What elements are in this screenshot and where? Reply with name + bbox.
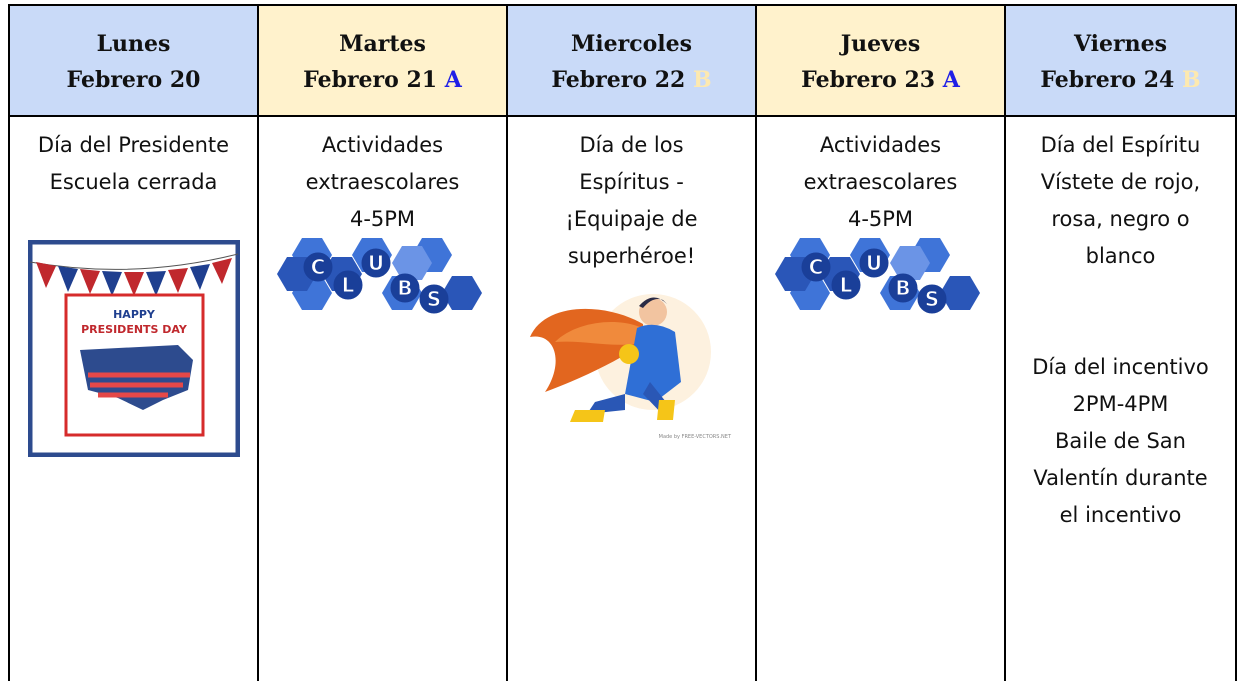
paragraph: Día del incentivo 2PM-4PM Baile de San Vale… (1006, 349, 1235, 534)
text-line: Día de los (579, 133, 684, 157)
day-name: Lunes (96, 31, 171, 57)
presidents-day-image: HAPPY PRESIDENTS DAY (28, 240, 240, 457)
text-line: Día del Espíritu (1040, 133, 1201, 157)
text-line: 4-5PM (847, 207, 914, 231)
image-letter: B (397, 276, 412, 300)
text-line: superhéroe! (567, 244, 696, 268)
text-line: Día del Presidente (37, 133, 230, 157)
paragraph: Actividades extraescolares 4-5PM (757, 127, 1004, 238)
text-line: extraescolares (305, 170, 460, 194)
image-letter: S (925, 287, 939, 311)
image-letter: U (866, 251, 882, 275)
image-letter: C (311, 255, 326, 279)
text-line: Escuela cerrada (49, 170, 218, 194)
date: Febrero 23 (801, 67, 936, 93)
day-header: Martes Febrero 21 A (259, 4, 506, 117)
day-name: Viernes (1073, 31, 1167, 57)
text-line: rosa, negro o (1051, 207, 1190, 231)
paragraph: Día del Espíritu Vístete de rojo, rosa, ne… (1006, 127, 1235, 275)
text-line: Valentín durante (1033, 466, 1208, 490)
date: Febrero 21 (303, 67, 438, 93)
day-name: Miercoles (570, 31, 693, 57)
day-letter: A (444, 67, 462, 93)
text-line: Vístete de rojo, (1040, 170, 1201, 194)
text-line: blanco (1085, 244, 1156, 268)
day-column: Jueves Febrero 23 A Actividades extraescola… (755, 4, 1004, 681)
image-caption: HAPPY (113, 308, 156, 321)
day-body: Día de los Espíritus - ¡Equipaje de superhé… (508, 117, 755, 275)
text-line: 2PM-4PM (1072, 392, 1169, 416)
text-line: Espíritus - (579, 170, 684, 194)
text-line: Día del incentivo (1032, 355, 1209, 379)
day-header: Viernes Febrero 24 B (1006, 4, 1235, 117)
clubs-image: C L U B S (277, 238, 482, 314)
image-letter: B (895, 276, 910, 300)
day-header: Miercoles Febrero 22 B (508, 4, 755, 117)
day-letter: B (1182, 67, 1201, 93)
day-body: Día del Espíritu Vístete de rojo, rosa, ne… (1006, 117, 1235, 534)
image-credit: Made by FREE-VECTORS.NET (659, 434, 732, 440)
image-letter: L (840, 273, 853, 297)
day-column: Viernes Febrero 24 B Día del Espíritu Víste… (1004, 4, 1237, 681)
date: Febrero 24 (1040, 67, 1175, 93)
superhero-image: Made by FREE-VECTORS.NET (530, 294, 732, 440)
day-column: Miercoles Febrero 22 B Día de los Espíritus… (506, 4, 755, 681)
date: Febrero 20 (66, 67, 201, 93)
text-line: 4-5PM (349, 207, 416, 231)
text-line: ¡Equipaje de (565, 207, 698, 231)
day-name: Jueves (840, 31, 921, 57)
day-letter: A (942, 67, 960, 93)
text-line: extraescolares (803, 170, 958, 194)
image-letter: U (368, 251, 384, 275)
day-column: Lunes Febrero 20 Día del Presidente Escuela… (8, 4, 257, 681)
clubs-image: C L U B S (775, 238, 980, 314)
day-body: Actividades extraescolares 4-5PM (757, 117, 1004, 238)
day-letter: B (693, 67, 712, 93)
day-header: Jueves Febrero 23 A (757, 4, 1004, 117)
text-line: el incentivo (1059, 503, 1182, 527)
text-line: Actividades (819, 133, 942, 157)
date-line: Febrero 22 B (508, 62, 755, 98)
day-header: Lunes Febrero 20 (10, 4, 257, 117)
text-line: Actividades (321, 133, 444, 157)
day-body: Día del Presidente Escuela cerrada (10, 117, 257, 201)
image-letter: L (342, 273, 355, 297)
date-line: Febrero 23 A (757, 62, 1004, 98)
date-line: Febrero 20 (10, 62, 257, 98)
paragraph: Actividades extraescolares 4-5PM (259, 127, 506, 238)
paragraph: Día del Presidente Escuela cerrada (10, 127, 257, 201)
day-body: Actividades extraescolares 4-5PM (259, 117, 506, 238)
image-letter: C (809, 255, 824, 279)
date-line: Febrero 24 B (1006, 62, 1235, 98)
day-name: Martes (339, 31, 426, 57)
text-line: Baile de San (1055, 429, 1186, 453)
paragraph: Día de los Espíritus - ¡Equipaje de superhé… (508, 127, 755, 275)
date: Febrero 22 (551, 67, 686, 93)
date-line: Febrero 21 A (259, 62, 506, 98)
image-letter: S (427, 287, 441, 311)
image-caption: PRESIDENTS DAY (81, 323, 188, 336)
day-column: Martes Febrero 21 A Actividades extraescola… (257, 4, 506, 681)
